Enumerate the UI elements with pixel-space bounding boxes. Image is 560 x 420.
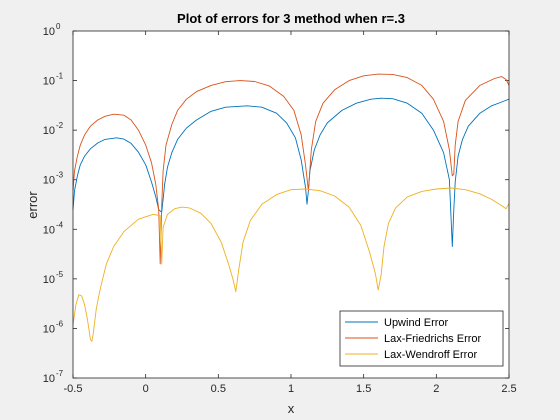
- series-line-upwind-error: [72, 97, 510, 247]
- x-tick-label: -0.5: [64, 383, 83, 395]
- y-tick-exponent: -6: [56, 319, 64, 328]
- plot-frame: [72, 30, 510, 379]
- y-tick-exponent: -4: [56, 220, 64, 229]
- chart-title: Plot of errors for 3 method when r=.3: [177, 11, 405, 26]
- x-tick-label: 2.5: [501, 383, 516, 395]
- legend-entry: Upwind Error: [384, 317, 449, 329]
- y-tick-label: 10: [43, 76, 55, 88]
- x-tick-label: 0.5: [211, 383, 226, 395]
- y-tick-exponent: -1: [56, 72, 64, 81]
- y-tick-label: 10: [43, 224, 55, 236]
- y-tick-label: 10: [43, 125, 55, 137]
- y-tick-exponent: -7: [56, 369, 64, 378]
- series-lines: [72, 73, 510, 342]
- y-axis-label: error: [25, 191, 40, 219]
- y-tick-exponent: -2: [56, 121, 64, 130]
- y-tick-exponent: -3: [56, 171, 64, 180]
- series-line-lax-friedrichs-error: [72, 73, 510, 265]
- x-axis-label: x: [288, 401, 295, 416]
- x-tick-label: 0: [143, 383, 149, 395]
- x-tick-label: 2: [433, 383, 439, 395]
- y-tick-exponent: 0: [56, 22, 61, 31]
- legend-entry: Lax-Friedrichs Error: [384, 333, 482, 345]
- y-tick-label: 10: [43, 175, 55, 187]
- y-tick-label: 10: [43, 323, 55, 335]
- series-line-lax-wendroff-error: [72, 187, 510, 342]
- legend-entry: Lax-Wendroff Error: [384, 349, 477, 361]
- y-tick-label: 10: [43, 373, 55, 385]
- y-tick-label: 10: [43, 274, 55, 286]
- y-tick-exponent: -5: [56, 270, 64, 279]
- legend: Upwind Error Lax-Friedrichs Error Lax-Wend…: [339, 310, 504, 367]
- x-tick-label: 1: [288, 383, 294, 395]
- x-tick-label: 1.5: [356, 383, 371, 395]
- y-tick-label: 10: [43, 26, 55, 38]
